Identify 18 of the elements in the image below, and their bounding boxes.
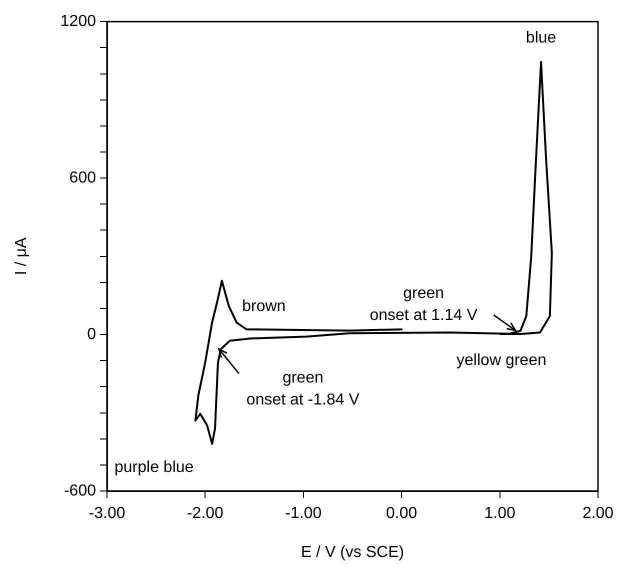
x-tick-label: -2.00	[186, 505, 224, 522]
x-axis-title: E / V (vs SCE)	[300, 544, 404, 561]
y-axis-title: I / μA	[13, 237, 30, 276]
y-tick-label: -600	[64, 482, 96, 500]
y-tick-label: 1200	[60, 13, 96, 30]
x-tick-label: 1.00	[484, 505, 516, 522]
x-tick-label: 2.00	[582, 505, 614, 522]
annotation: yellow green	[456, 352, 546, 369]
x-tick-label: -1.00	[285, 505, 322, 522]
annotation: blue	[526, 29, 556, 46]
x-tick-label: 0.00	[386, 505, 418, 522]
x-tick-label: -3.00	[88, 505, 126, 522]
annotation: green onset at -1.84 V	[246, 369, 360, 408]
y-tick-label: 600	[69, 169, 96, 186]
y-tick-label: 0	[87, 326, 96, 343]
annotation: brown	[242, 298, 286, 316]
annotation: purple blue	[114, 459, 194, 476]
annotation: green onset at 1.14 V	[370, 284, 478, 324]
